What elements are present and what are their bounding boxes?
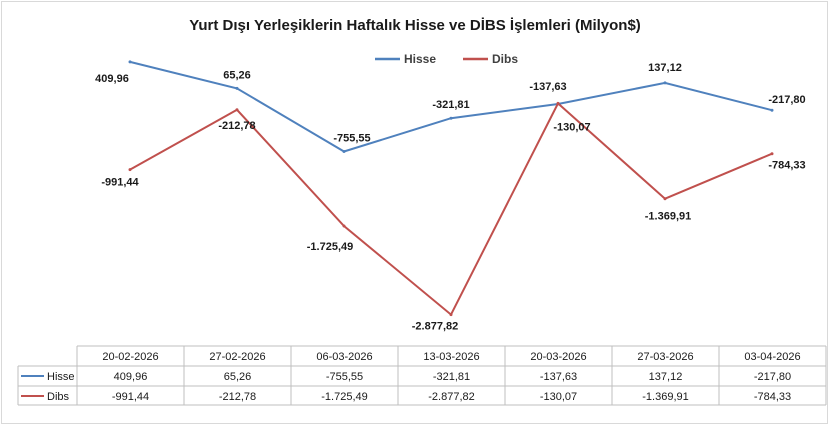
- table-cell-dibs: -1.725,49: [321, 391, 367, 403]
- table-row-label-hisse: Hisse: [47, 371, 75, 383]
- table-header-cell: 27-02-2026: [209, 351, 265, 363]
- data-point-hisse: [342, 150, 346, 153]
- data-point-dibs: [770, 152, 774, 156]
- data-point-hisse: [663, 81, 667, 85]
- data-point-dibs: [449, 313, 453, 317]
- data-label-dibs: -1.369,91: [645, 211, 691, 223]
- table-header-cell: 06-03-2026: [316, 351, 372, 363]
- table-header-cell: 20-02-2026: [102, 351, 158, 363]
- data-point-hisse: [128, 60, 132, 64]
- data-point-dibs: [342, 224, 346, 228]
- table-row-label-dibs: Dibs: [47, 391, 70, 403]
- table-cell-hisse: -321,81: [433, 371, 470, 383]
- legend-label-dibs: Dibs: [492, 52, 518, 66]
- data-label-hisse: 137,12: [648, 62, 682, 74]
- data-label-dibs: -2.877,82: [412, 321, 458, 333]
- legend-label-hisse: Hisse: [404, 52, 436, 66]
- table-header-cell: 13-03-2026: [423, 351, 479, 363]
- data-label-hisse: -321,81: [432, 99, 469, 111]
- chart-title: Yurt Dışı Yerleşiklerin Haftalık Hisse v…: [189, 17, 641, 34]
- table-header-cell: 03-04-2026: [744, 351, 800, 363]
- data-point-hisse: [235, 86, 239, 90]
- data-label-hisse: 409,96: [95, 73, 129, 85]
- data-point-hisse: [770, 108, 774, 112]
- table-header-cell: 27-03-2026: [637, 351, 693, 363]
- table-cell-dibs: -784,33: [754, 391, 791, 403]
- data-label-hisse: 65,26: [223, 69, 251, 81]
- data-point-dibs: [663, 197, 667, 201]
- table-cell-hisse: 409,96: [114, 371, 148, 383]
- plot-area: 409,96 65,26 -755,55 -321,81 -137,63 137,12 -2…: [95, 60, 806, 333]
- table-cell-hisse: 65,26: [224, 371, 252, 383]
- data-point-hisse: [449, 116, 453, 120]
- series-line-dibs: [129, 101, 773, 317]
- data-label-hisse: -217,80: [768, 94, 805, 106]
- data-point-dibs: [556, 101, 560, 105]
- table-cell-hisse: -755,55: [326, 371, 363, 383]
- table-cell-dibs: -2.877,82: [428, 391, 474, 403]
- legend: Hisse Dibs: [375, 52, 518, 66]
- table-cell-hisse: -137,63: [540, 371, 577, 383]
- data-point-dibs: [235, 108, 239, 112]
- table-header-cell: 20-03-2026: [530, 351, 586, 363]
- table-cell-dibs: -130,07: [540, 391, 577, 403]
- table-cell-dibs: -212,78: [219, 391, 256, 403]
- data-label-hisse: -137,63: [529, 81, 566, 93]
- data-point-dibs: [128, 168, 132, 172]
- table-cell-hisse: -217,80: [754, 371, 791, 383]
- data-label-dibs: -130,07: [553, 121, 590, 133]
- data-table: 20-02-2026 27-02-2026 06-03-2026 13-03-2026…: [17, 345, 827, 406]
- table-cell-dibs: -991,44: [112, 391, 149, 403]
- data-label-dibs: -991,44: [101, 177, 139, 189]
- data-label-dibs: -784,33: [768, 160, 805, 172]
- data-label-dibs: -212,78: [218, 120, 255, 132]
- data-label-dibs: -1.725,49: [307, 241, 353, 253]
- data-label-hisse: -755,55: [333, 132, 370, 144]
- table-cell-dibs: -1.369,91: [642, 391, 688, 403]
- table-cell-hisse: 137,12: [649, 371, 683, 383]
